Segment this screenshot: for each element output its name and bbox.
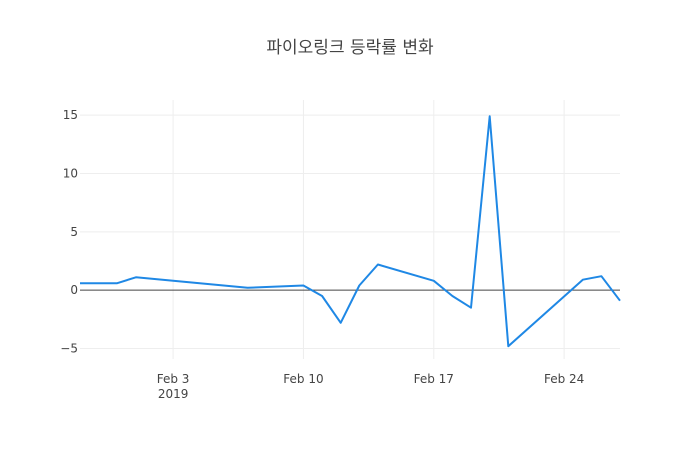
y-tick-label: 0 <box>70 283 78 297</box>
x-tick-label: Feb 10 <box>283 372 323 386</box>
x-tick-label: Feb 17 <box>414 372 454 386</box>
series-line <box>80 115 621 348</box>
y-tick-label: −5 <box>60 342 78 356</box>
y-tick-label: 5 <box>70 225 78 239</box>
series-group <box>80 115 621 348</box>
x-tick-label: Feb 24 <box>544 372 584 386</box>
x-tick-label: Feb 3 <box>157 372 190 386</box>
x-tick-sublabel: 2019 <box>158 387 189 401</box>
y-tick-label: 10 <box>63 167 78 181</box>
chart-title: 파이오링크 등락률 변화 <box>266 38 434 58</box>
y-gridlines <box>80 114 620 349</box>
x-gridlines <box>172 100 565 359</box>
y-tick-labels: 15 10 5 0 −5 <box>60 108 78 355</box>
y-tick-label: 15 <box>63 108 78 122</box>
